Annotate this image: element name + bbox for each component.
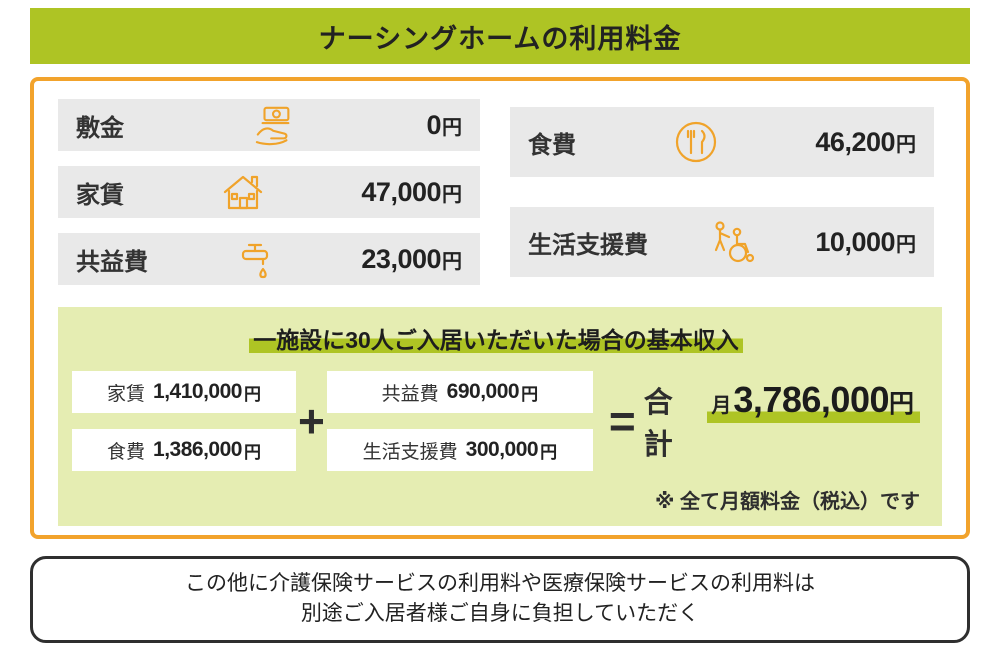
fee-label: 家賃 <box>76 181 124 209</box>
fee-row-food: 食費 46,200 円 <box>510 107 934 177</box>
fee-amount: 23,000 <box>361 243 441 274</box>
plus-sign: + <box>298 395 325 447</box>
tax-note: ※ 全て月額料金（税込）です <box>655 491 920 513</box>
calc-column-right: 共益費 690,000 円 生活支援費 300,000 円 <box>326 371 593 471</box>
calc-unit: 円 <box>243 384 261 404</box>
wheelchair-icon <box>648 219 815 265</box>
fee-amount: 0 <box>426 109 441 140</box>
fee-row-common-fee: 共益費 23,000 円 <box>58 233 480 285</box>
total-unit: 円 <box>888 390 914 418</box>
fee-value: 10,000 円 <box>815 227 916 258</box>
calc-box-common-fee: 共益費 690,000 円 <box>326 371 593 413</box>
money-hand-icon <box>124 104 426 146</box>
fee-label: 生活支援費 <box>528 231 648 259</box>
calc-label: 食費 <box>107 441 146 463</box>
footer-note-line2: 別途ご入居者様ご自身に負担していただく <box>300 602 700 626</box>
total-prefix: 月 <box>711 395 732 417</box>
fee-row-rent: 家賃 47,000 円 <box>58 166 480 218</box>
calc-unit: 円 <box>521 384 539 404</box>
footer-note-line1: この他に介護保険サービスの利用料や医療保険サービスの利用料は <box>185 572 815 595</box>
income-panel-title-wrap: 一施設に30人ご入居いただいた場合の基本収入 <box>72 321 920 355</box>
fee-row-life-support: 生活支援費 10,000 円 <box>510 207 934 277</box>
calc-amount: 690,000 <box>446 380 520 403</box>
fee-label: 共益費 <box>76 248 148 276</box>
equals-sign: = <box>608 395 636 447</box>
page-title: ナーシングホームの利用料金 <box>318 23 682 54</box>
calc-column-left: 家賃 1,410,000 円 食費 1,386,000 円 <box>72 371 296 471</box>
fee-value: 46,200 円 <box>815 127 916 158</box>
faucet-icon <box>148 239 361 279</box>
fee-value: 23,000 円 <box>361 244 462 275</box>
calc-label: 生活支援費 <box>362 441 458 463</box>
calc-amount: 1,386,000 <box>153 438 242 461</box>
calc-unit: 円 <box>540 442 558 462</box>
calc-box-food: 食費 1,386,000 円 <box>72 429 296 471</box>
fee-unit: 円 <box>896 233 916 256</box>
calc-label: 家賃 <box>107 383 146 405</box>
fee-value: 47,000 円 <box>361 177 462 208</box>
dining-icon <box>576 118 815 166</box>
total-amount: 3,786,000 <box>733 379 889 420</box>
income-panel-title: 一施設に30人ご入居いただいた場合の基本収入 <box>249 327 743 353</box>
total-group: 合計 月 3,786,000 円 <box>644 379 920 463</box>
calc-label: 共益費 <box>381 383 439 405</box>
calc-box-rent: 家賃 1,410,000 円 <box>72 371 296 413</box>
fee-unit: 円 <box>442 250 462 273</box>
fee-unit: 円 <box>442 183 462 206</box>
fee-label: 食費 <box>528 131 576 159</box>
calc-amount: 1,410,000 <box>153 380 242 403</box>
income-panel: 一施設に30人ご入居いただいた場合の基本収入 家賃 1,410,000 円 食費… <box>58 307 942 526</box>
total-label: 合計 <box>643 387 673 461</box>
fees-column-right: 食費 46,200 円 生活支援費 <box>510 99 934 285</box>
fee-unit: 円 <box>442 116 462 139</box>
fee-unit: 円 <box>896 133 916 156</box>
fee-amount: 46,200 <box>815 126 895 157</box>
fee-amount: 47,000 <box>361 176 441 207</box>
calc-box-life-support: 生活支援費 300,000 円 <box>326 429 593 471</box>
calc-unit: 円 <box>243 442 261 462</box>
fee-amount: 10,000 <box>815 226 895 257</box>
total-amount-highlight: 月 3,786,000 円 <box>707 379 920 423</box>
calc-amount: 300,000 <box>465 438 539 461</box>
footer-note: この他に介護保険サービスの利用料や医療保険サービスの利用料は 別途ご入居者様ご自… <box>30 556 970 643</box>
house-icon <box>124 172 361 212</box>
header-banner: ナーシングホームの利用料金 <box>30 8 970 64</box>
fee-label: 敷金 <box>76 114 124 142</box>
income-calc-row: 家賃 1,410,000 円 食費 1,386,000 円 + 共益費 690,… <box>72 371 920 471</box>
